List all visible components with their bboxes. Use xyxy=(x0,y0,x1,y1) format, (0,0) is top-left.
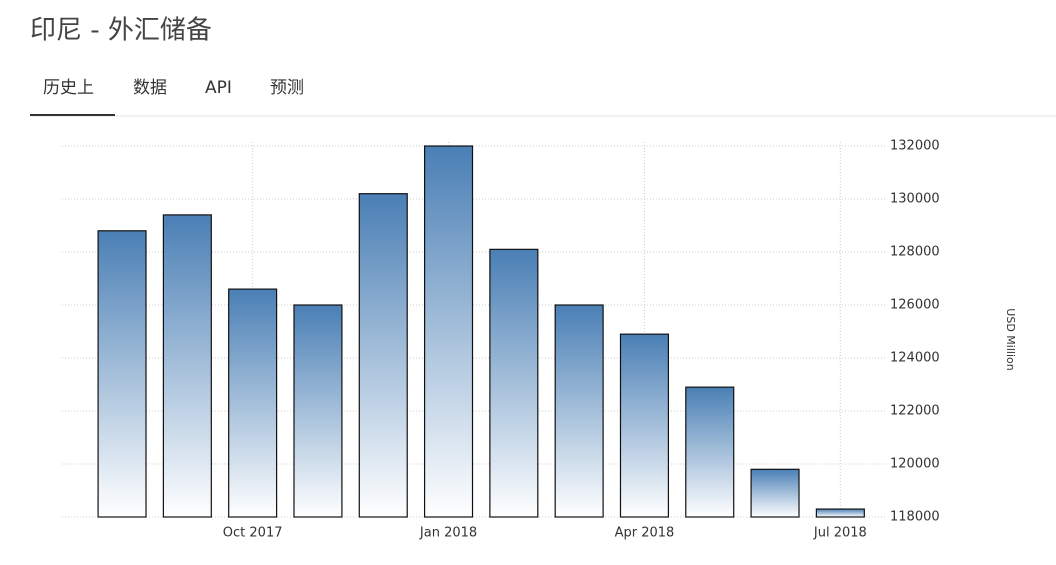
tab[interactable]: 历史上 xyxy=(43,78,94,98)
y-tick-label: 124000 xyxy=(890,351,940,366)
tabs: 历史上 数据 API 预测 xyxy=(43,78,304,98)
tab[interactable]: 预测 xyxy=(270,78,304,98)
bar xyxy=(815,508,865,518)
bar xyxy=(619,333,670,518)
y-tick-label: 122000 xyxy=(890,404,940,419)
y-tick-label: 118000 xyxy=(890,510,940,525)
bar xyxy=(228,288,278,518)
x-tick-label: Jan 2018 xyxy=(419,526,477,541)
bar xyxy=(423,145,474,518)
bar xyxy=(293,304,343,518)
y-tick-label: 120000 xyxy=(890,457,940,472)
bar xyxy=(750,468,800,518)
bar xyxy=(358,193,408,518)
chart: 118000 120000 122000 124000 126000 128000 1300… xyxy=(62,139,1017,541)
bar xyxy=(554,304,604,518)
bar xyxy=(685,386,735,518)
x-tick-label: Oct 2017 xyxy=(223,526,283,541)
y-tick-label: 126000 xyxy=(890,298,940,313)
y-tick-label: 128000 xyxy=(890,245,940,260)
y-tick-label: 130000 xyxy=(890,192,940,207)
y-axis-label: USD Million xyxy=(1004,308,1017,370)
x-tick-label: Apr 2018 xyxy=(615,526,675,541)
bar xyxy=(97,230,147,518)
tab[interactable]: API xyxy=(205,78,232,98)
tab[interactable]: 数据 xyxy=(133,78,167,98)
bar xyxy=(489,248,539,518)
y-tick-label: 132000 xyxy=(890,139,940,154)
x-tick-label: Jul 2018 xyxy=(813,526,867,541)
page-title: 印尼 - 外汇储备 xyxy=(30,16,212,46)
bar xyxy=(162,214,212,518)
